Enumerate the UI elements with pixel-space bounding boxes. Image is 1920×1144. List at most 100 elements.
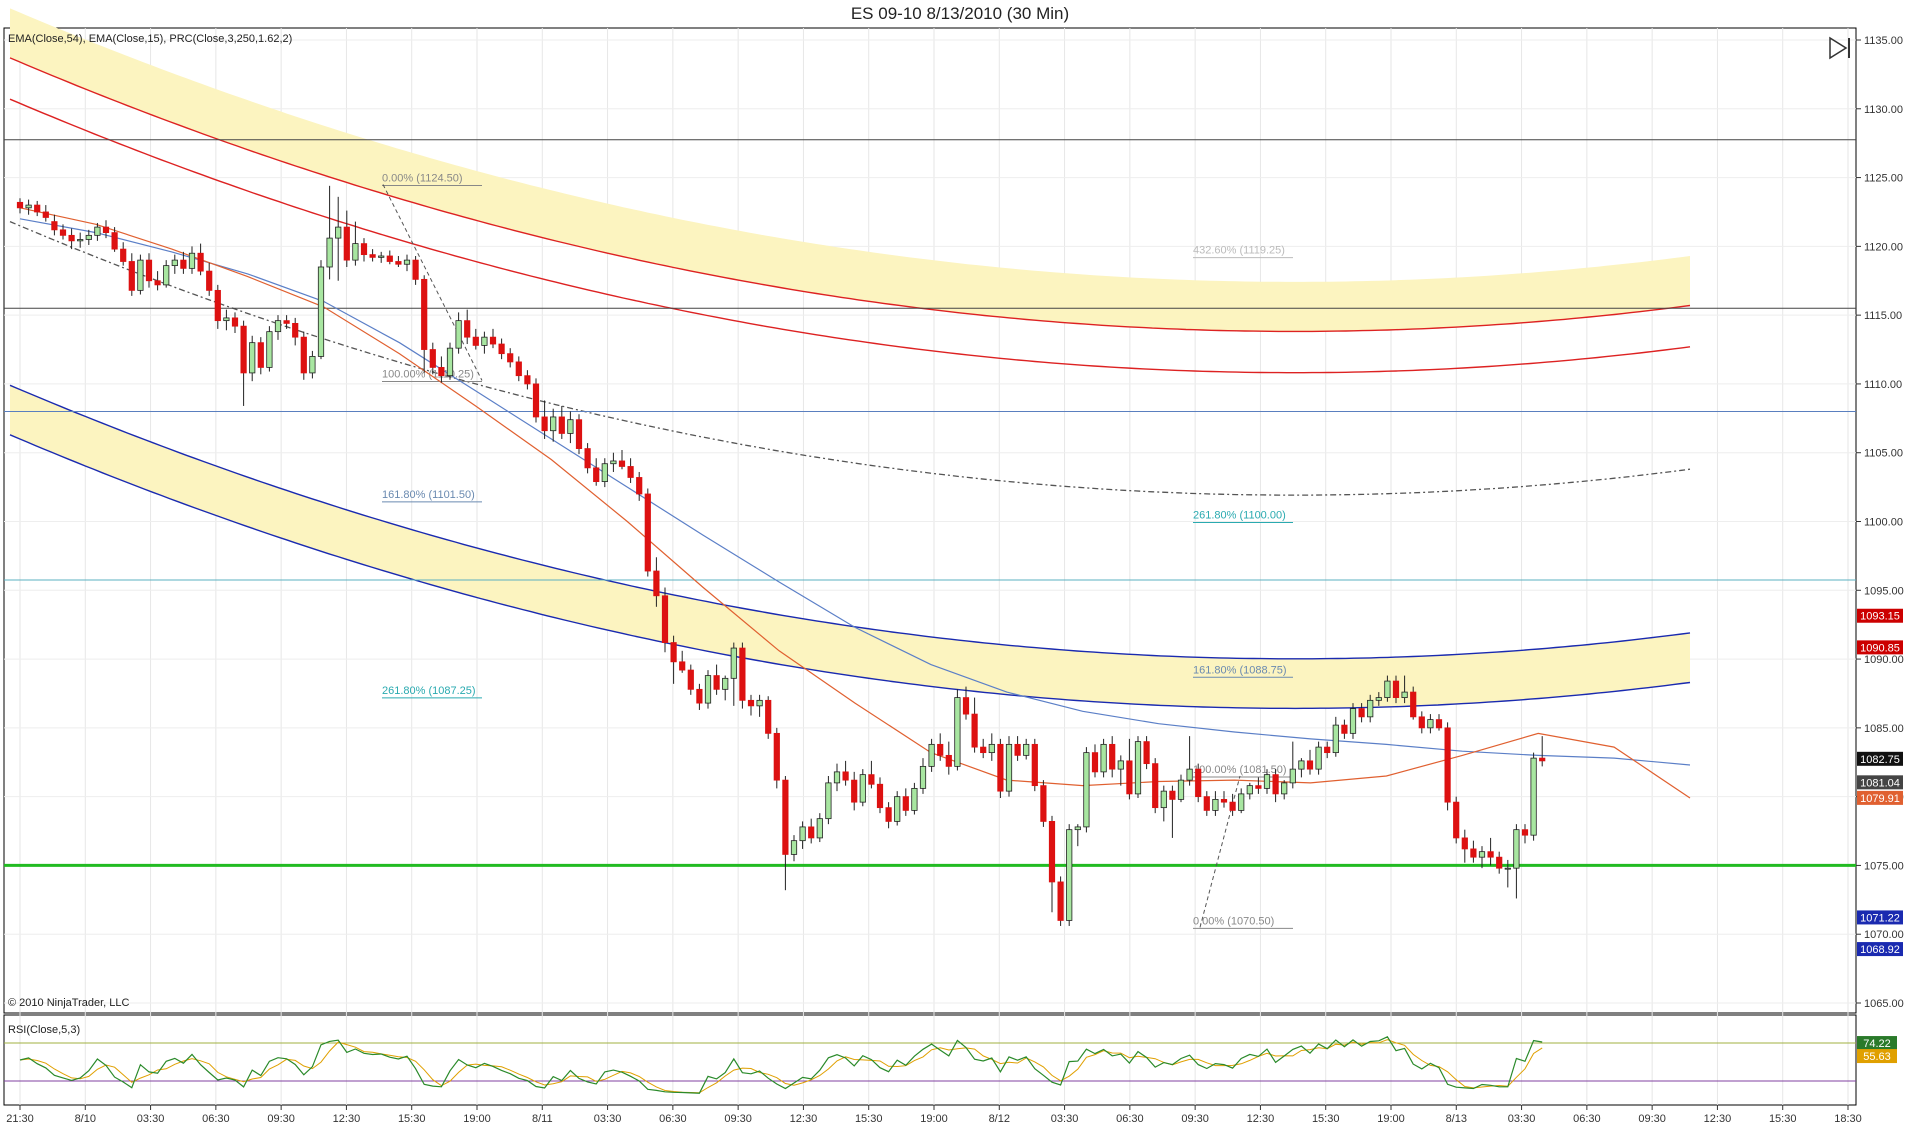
price-tick-label: 1120.00 [1864, 241, 1903, 253]
time-tick-label: 12:30 [1704, 1113, 1732, 1125]
time-tick-label: 12:30 [1247, 1113, 1275, 1125]
ema-15-line [19, 207, 1691, 799]
candle-body [240, 325, 247, 374]
candle-body [928, 743, 935, 767]
candle-body [1444, 727, 1451, 803]
candle-body [266, 331, 273, 368]
rsi-line [19, 1036, 1543, 1094]
candle-body [1083, 752, 1090, 828]
price-tag-box [1857, 790, 1903, 805]
candle-body [1427, 719, 1434, 729]
rsi-tag-label: 74.22 [1863, 1038, 1891, 1050]
candle-body [59, 229, 67, 236]
candle-body [868, 774, 875, 785]
candle-body [687, 669, 694, 690]
price-tag-box [1857, 640, 1903, 655]
ema-lines [19, 207, 1691, 799]
price-tags: 1093.15 1090.85 1082.75 1081.04 1079.91 1071.… [1857, 608, 1903, 1064]
candle-body [1238, 793, 1245, 811]
rsi-panel[interactable] [3, 1014, 1857, 1106]
candlesticks [16, 185, 1546, 926]
time-tick-label: 19:00 [1377, 1113, 1405, 1125]
price-tick-label: 1065.00 [1864, 998, 1904, 1010]
candle-body [618, 460, 626, 467]
candle-body [558, 416, 565, 434]
upper-band-fill [10, 8, 1690, 332]
candle-body [851, 779, 858, 803]
time-tick-label: 09:30 [1181, 1113, 1209, 1125]
candle-body [1306, 760, 1314, 770]
candle-body [257, 342, 264, 368]
candle-body [859, 774, 866, 803]
price-tick-label: 1070.00 [1864, 929, 1904, 941]
candle-body [1281, 782, 1288, 795]
candle-body [352, 243, 359, 261]
candle-body [747, 699, 755, 707]
candle-body [1203, 796, 1210, 811]
collapse-panel-icon[interactable] [1829, 36, 1850, 60]
candle-body [171, 259, 178, 267]
candle-body [188, 252, 196, 269]
time-tick-label: 03:30 [594, 1113, 622, 1125]
time-axis: 21:30 8/10 03:30 06:30 09:30 12:30 15:30 19:00 8… [6, 1105, 1862, 1125]
candle-body [1375, 697, 1382, 701]
fibonacci-label: 161.80% (1088.75) [1193, 664, 1287, 676]
candle-body [696, 688, 703, 704]
candle-body [489, 336, 497, 345]
time-tick-label: 03:30 [1051, 1113, 1079, 1125]
candle-body [102, 226, 110, 233]
copyright-label: © 2010 NinjaTrader, LLC [8, 997, 129, 1009]
candle-body [197, 252, 204, 272]
candle-body [1349, 708, 1357, 734]
candle-body [911, 787, 918, 811]
price-tick-label: 1115.00 [1864, 310, 1902, 322]
price-tick-label: 1105.00 [1864, 448, 1903, 460]
time-tick-label: 19:00 [463, 1113, 491, 1125]
rsi-label: RSI(Close,5,3) [8, 1024, 80, 1036]
candle-body [120, 248, 127, 262]
candle-body [661, 595, 669, 643]
time-tick-label: 12:30 [790, 1113, 818, 1125]
price-axis: 1135.00 1130.00 1125.00 1120.00 1115.00 1110.… [1856, 35, 1904, 1010]
candle-body [670, 642, 677, 663]
candle-body [1521, 829, 1529, 836]
candle-body [360, 243, 368, 256]
candle-body [971, 713, 978, 748]
price-tag-label: 1082.75 [1860, 754, 1900, 766]
candle-body [1031, 743, 1038, 787]
lower-band-fill [10, 385, 1690, 709]
time-tick-label: 09:30 [267, 1113, 295, 1125]
candle-body [808, 826, 815, 839]
candle-body [455, 320, 462, 349]
upper-band-inner-line [9, 98, 1691, 374]
candle-body [1358, 708, 1365, 718]
candle-body [816, 818, 823, 839]
price-tag-label: 1081.04 [1860, 777, 1900, 789]
candle-body [1117, 760, 1124, 770]
candle-body [68, 234, 75, 242]
candle-body [1504, 867, 1511, 870]
candle-body [446, 347, 454, 377]
candle-body [507, 353, 514, 363]
chart-title: ES 09-10 8/13/2010 (30 Min) [850, 4, 1070, 23]
candle-body [1513, 829, 1520, 869]
price-tick-label: 1075.00 [1864, 860, 1904, 872]
candle-body [1384, 680, 1391, 698]
grid-lines [4, 28, 1856, 1105]
candle-body [1530, 757, 1537, 836]
candle-body [249, 342, 256, 374]
candle-body [945, 754, 952, 767]
candle-body [962, 697, 970, 715]
candle-body [1263, 774, 1271, 789]
price-tag-box [1857, 608, 1903, 623]
price-panel[interactable] [3, 27, 1857, 1014]
candle-body [128, 261, 135, 291]
candle-body [1220, 798, 1228, 803]
fibonacci-label: 0.00% (1070.50) [1193, 915, 1274, 927]
time-tick-label: 15:30 [1312, 1113, 1340, 1125]
time-tick-label: 8/10 [75, 1113, 96, 1125]
candle-body [713, 675, 720, 690]
candle-body [679, 661, 686, 671]
candle-body [85, 234, 92, 240]
